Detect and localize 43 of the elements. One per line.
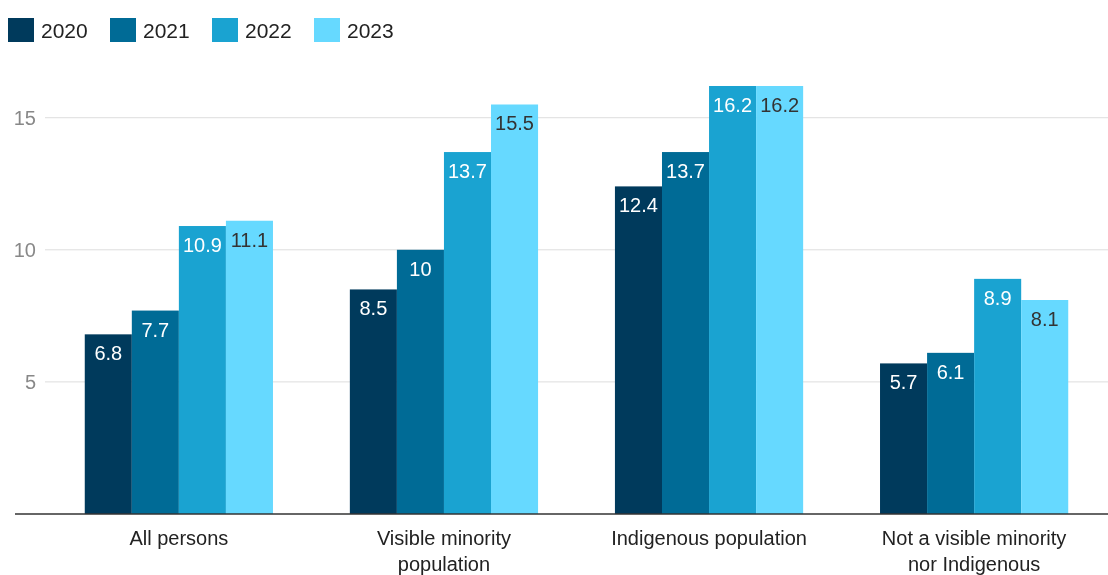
data-label: 13.7 bbox=[666, 160, 705, 183]
x-tick-label: Indigenous population bbox=[611, 527, 807, 549]
y-tick-label: 5 bbox=[24, 370, 36, 393]
x-tick-label: All persons bbox=[129, 527, 229, 549]
bar bbox=[614, 186, 662, 514]
bar bbox=[84, 334, 132, 514]
x-tick-label: Not a visible minority nor Indigenous bbox=[881, 527, 1067, 575]
data-label: 10.9 bbox=[182, 234, 222, 257]
bar bbox=[927, 352, 975, 514]
data-label: 12.4 bbox=[619, 194, 658, 217]
bar bbox=[756, 86, 804, 514]
data-label: 6.8 bbox=[94, 342, 123, 365]
data-label: 13.7 bbox=[448, 160, 487, 183]
legend-label: 2021 bbox=[143, 19, 190, 42]
x-tick-label: Visible minority population bbox=[376, 527, 512, 575]
data-label: 7.7 bbox=[141, 318, 170, 341]
data-label: 15.5 bbox=[495, 112, 534, 135]
data-label: 8.5 bbox=[359, 297, 388, 320]
bar bbox=[974, 278, 1022, 514]
legend-label: 2022 bbox=[245, 19, 292, 42]
bar bbox=[131, 310, 179, 514]
data-label: 10 bbox=[409, 257, 432, 280]
bar bbox=[225, 220, 273, 514]
data-label: 5.7 bbox=[889, 371, 918, 394]
bar bbox=[349, 289, 397, 514]
y-tick-label: 10 bbox=[13, 238, 36, 261]
legend-label: 2020 bbox=[41, 19, 88, 42]
bar bbox=[443, 152, 492, 514]
data-label: 8.1 bbox=[1030, 308, 1059, 330]
bar bbox=[709, 86, 757, 514]
bar bbox=[1021, 300, 1069, 514]
bar bbox=[491, 104, 539, 514]
data-label: 8.9 bbox=[983, 286, 1012, 309]
data-label: 16.2 bbox=[760, 94, 800, 116]
y-tick-label: 15 bbox=[13, 106, 36, 129]
data-label: 6.1 bbox=[936, 360, 965, 383]
legend-label: 2023 bbox=[347, 19, 394, 42]
bar bbox=[880, 363, 928, 514]
data-label: 11.1 bbox=[230, 228, 269, 251]
data-label: 16.2 bbox=[713, 94, 753, 116]
bar bbox=[396, 249, 444, 514]
bar bbox=[661, 152, 710, 514]
bar bbox=[178, 226, 226, 514]
